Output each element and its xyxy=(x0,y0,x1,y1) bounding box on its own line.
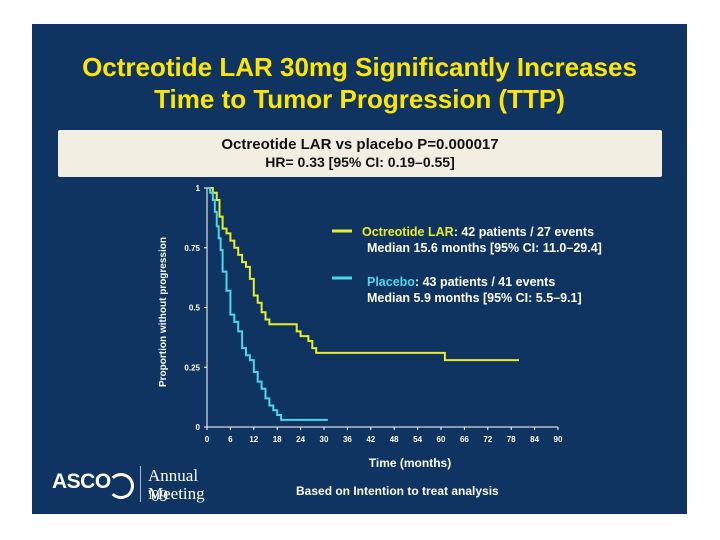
x-tick-label: 18 xyxy=(273,435,282,444)
stats-pvalue: Octreotide LAR vs placebo P=0.000017 xyxy=(221,136,499,153)
x-tick-label: 84 xyxy=(530,435,539,444)
x-tick-label: 72 xyxy=(483,435,492,444)
y-tick-label: 0.75 xyxy=(184,244,200,253)
x-tick-label: 42 xyxy=(366,435,375,444)
legend-median-placebo: Median 5.9 months [95% CI: 5.5–9.1] xyxy=(367,291,582,305)
legend-name-octreotide: Octreotide LAR xyxy=(362,225,454,239)
y-tick-label: 0.5 xyxy=(189,304,201,313)
x-tick-label: 30 xyxy=(320,435,329,444)
legend-label-placebo: Placebo: 43 patients / 41 events xyxy=(367,275,555,289)
x-tick-label: 24 xyxy=(296,435,305,444)
asco-globe-icon xyxy=(108,473,134,499)
legend-detail-placebo: : 43 patients / 41 events xyxy=(415,275,555,289)
chart-legend: Octreotide LAR: 42 patients / 27 events … xyxy=(332,225,602,305)
series-line-placebo xyxy=(207,187,328,421)
legend-label-octreotide: Octreotide LAR: 42 patients / 27 events xyxy=(362,225,594,239)
x-tick-label: 12 xyxy=(249,435,258,444)
title-line-1: Octreotide LAR 30mg Significantly Increa… xyxy=(82,52,637,82)
asco-wordmark: ASCO xyxy=(52,470,111,493)
logo-annual-year: Annual '09 xyxy=(148,466,199,505)
logo-divider xyxy=(140,466,141,502)
stats-box: Octreotide LAR vs placebo P=0.000017 HR=… xyxy=(58,130,662,177)
x-tick-label: 0 xyxy=(205,435,210,444)
logo-meeting: Meeting xyxy=(148,484,205,503)
legend-median-octreotide: Median 15.6 months [95% CI: 11.0–29.4] xyxy=(367,241,602,255)
km-chart: 0 6 12 18 24 30 36 42 48 54 60 66 72 78 84 90 0 0.25 0.5 0.… xyxy=(158,184,602,470)
y-tick-label: 0.25 xyxy=(184,363,200,372)
chart-axes: 0 6 12 18 24 30 36 42 48 54 60 66 72 78 84 90 0 0.25 0.5 0.… xyxy=(184,184,563,444)
legend-detail-octreotide: : 42 patients / 27 events xyxy=(454,225,594,239)
x-axis-label: Time (months) xyxy=(369,456,451,470)
x-tick-label: 6 xyxy=(228,435,233,444)
y-tick-label: 1 xyxy=(196,184,201,193)
title-line-2: Time to Tumor Progression (TTP) xyxy=(154,84,565,114)
legend-name-placebo: Placebo xyxy=(367,275,415,289)
stats-hazard-ratio: HR= 0.33 [95% CI: 0.19–0.55] xyxy=(265,154,455,170)
y-axis-label: Proportion without progression xyxy=(158,237,169,387)
x-tick-label: 48 xyxy=(390,435,399,444)
x-tick-label: 66 xyxy=(460,435,469,444)
x-tick-label: 54 xyxy=(413,435,422,444)
x-tick-label: 90 xyxy=(554,435,563,444)
slide-title: Octreotide LAR 30mg Significantly Increa… xyxy=(32,51,687,115)
chart-series xyxy=(207,187,519,421)
series-line-octreotide xyxy=(207,187,519,362)
asco-annual-meeting-logo: ASCO Annual '09 Meeting xyxy=(52,466,222,505)
x-tick-label: 78 xyxy=(507,435,516,444)
footnote: Based on Intention to treat analysis xyxy=(296,484,499,498)
x-tick-label: 60 xyxy=(437,435,446,444)
y-tick-label: 0 xyxy=(196,423,201,432)
slide: Octreotide LAR 30mg Significantly Increa… xyxy=(32,24,687,514)
x-tick-label: 36 xyxy=(343,435,352,444)
